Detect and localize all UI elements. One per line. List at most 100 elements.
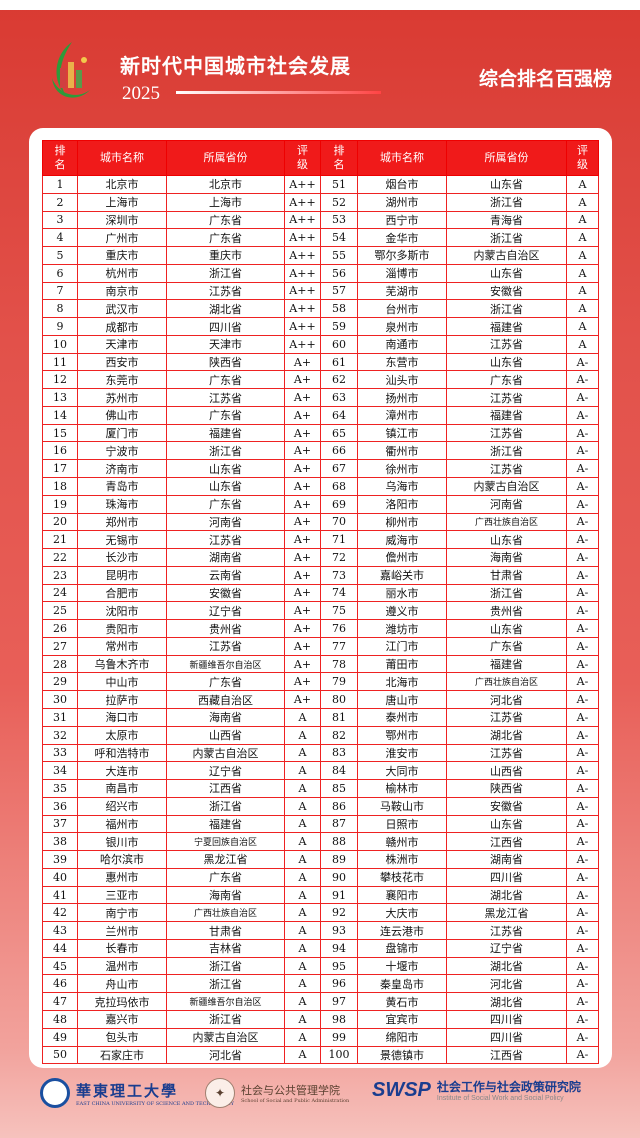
grade-cell: A++ — [284, 175, 321, 194]
grade-cell: A — [284, 725, 321, 745]
city-cell: 石家庄市 — [77, 1045, 167, 1065]
grade-cell: A — [284, 992, 321, 1011]
city-cell: 广州市 — [77, 228, 167, 248]
rank-cell: 1 — [42, 175, 78, 194]
grade-cell: A+ — [284, 441, 321, 461]
column-header: 城市名称 — [357, 140, 447, 176]
city-cell: 鄂州市 — [357, 725, 447, 745]
province-cell: 广东省 — [446, 370, 567, 390]
province-cell: 黑龙江省 — [446, 903, 567, 923]
city-cell: 拉萨市 — [77, 690, 167, 709]
city-cell: 台州市 — [357, 299, 447, 319]
city-cell: 温州市 — [77, 956, 167, 976]
city-cell: 厦门市 — [77, 423, 167, 443]
column-header: 所属省份 — [446, 140, 567, 176]
province-cell: 海南省 — [166, 707, 285, 727]
grade-cell: A- — [566, 796, 599, 816]
table-row: 45 温州市 浙江省 A 95 十堰市 湖北省 A- — [42, 956, 599, 976]
province-cell: 河北省 — [166, 1045, 285, 1065]
table-row: 33 呼和浩特市 内蒙古自治区 A 83 淮安市 江苏省 A- — [42, 743, 599, 763]
swsp-logo: SWSP — [372, 1078, 431, 1101]
grade-cell: A- — [566, 974, 599, 994]
city-cell: 大连市 — [77, 761, 167, 781]
province-cell: 黑龙江省 — [166, 850, 285, 869]
city-cell: 东莞市 — [77, 370, 167, 390]
city-cell: 太原市 — [77, 725, 167, 745]
grade-cell: A- — [566, 761, 599, 781]
rank-cell: 53 — [320, 210, 358, 230]
province-cell: 福建省 — [446, 654, 567, 674]
grade-cell: A+ — [284, 672, 321, 692]
rank-cell: 80 — [320, 690, 358, 709]
city-cell: 镇江市 — [357, 423, 447, 443]
rank-cell: 29 — [42, 672, 78, 692]
province-cell: 江苏省 — [446, 388, 567, 407]
rank-cell: 74 — [320, 583, 358, 603]
rank-cell: 38 — [42, 832, 78, 852]
province-cell: 宁夏回族自治区 — [166, 832, 285, 852]
rank-cell: 21 — [42, 530, 78, 550]
grade-cell: A- — [566, 938, 599, 958]
city-cell: 鄂尔多斯市 — [357, 246, 447, 265]
rank-cell: 99 — [320, 1027, 358, 1047]
province-cell: 福建省 — [446, 405, 567, 425]
city-cell: 银川市 — [77, 832, 167, 852]
table-row: 18 青岛市 山东省 A+ 68 乌海市 内蒙古自治区 A- — [42, 477, 599, 496]
table-row: 24 合肥市 安徽省 A+ 74 丽水市 浙江省 A- — [42, 583, 599, 603]
school-name: 社会与公共管理学院 — [241, 1084, 340, 1097]
rank-cell: 91 — [320, 885, 358, 905]
table-row: 30 拉萨市 西藏自治区 A+ 80 唐山市 河北省 A- — [42, 690, 599, 709]
province-cell: 山东省 — [166, 459, 285, 479]
province-cell: 江西省 — [166, 779, 285, 798]
rank-cell: 79 — [320, 672, 358, 692]
rank-cell: 67 — [320, 459, 358, 479]
ranking-table: 排 名城市名称 所属省份评 级排 名城市名称 所属省份评 级 1 北京市 北京市 A++ 5… — [42, 140, 599, 1065]
table-row: 2 上海市 上海市 A++ 52 湖州市 浙江省 A — [42, 192, 599, 212]
rank-cell: 28 — [42, 654, 78, 674]
city-cell: 长沙市 — [77, 548, 167, 567]
table-row: 28 乌鲁木齐市 新疆维吾尔自治区 A+ 78 莆田市 福建省 A- — [42, 654, 599, 674]
grade-cell: A — [284, 761, 321, 781]
city-cell: 盘锦市 — [357, 938, 447, 958]
province-cell: 广东省 — [166, 405, 285, 425]
province-cell: 新疆维吾尔自治区 — [166, 654, 285, 674]
province-cell: 河北省 — [446, 974, 567, 994]
rank-cell: 32 — [42, 725, 78, 745]
grade-cell: A+ — [284, 601, 321, 621]
rank-cell: 68 — [320, 477, 358, 496]
grade-cell: A — [284, 903, 321, 923]
grade-cell: A- — [566, 672, 599, 692]
rank-cell: 95 — [320, 956, 358, 976]
table-row: 39 哈尔滨市 黑龙江省 A 89 株洲市 湖南省 A- — [42, 850, 599, 869]
province-cell: 浙江省 — [166, 974, 285, 994]
city-cell: 汕头市 — [357, 370, 447, 390]
rank-cell: 47 — [42, 992, 78, 1011]
grade-cell: A- — [566, 850, 599, 869]
city-cell: 儋州市 — [357, 548, 447, 567]
table-row: 26 贵阳市 贵州省 A+ 76 潍坊市 山东省 A- — [42, 619, 599, 638]
rank-cell: 100 — [320, 1045, 358, 1065]
province-cell: 浙江省 — [166, 441, 285, 461]
table-row: 47 克拉玛依市 新疆维吾尔自治区 A 97 黄石市 湖北省 A- — [42, 992, 599, 1011]
province-cell: 安徽省 — [446, 281, 567, 301]
province-cell: 山东省 — [446, 619, 567, 638]
rank-cell: 19 — [42, 494, 78, 514]
rank-cell: 98 — [320, 1009, 358, 1029]
city-cell: 连云港市 — [357, 921, 447, 940]
grade-cell: A- — [566, 636, 599, 656]
rank-cell: 55 — [320, 246, 358, 265]
city-cell: 徐州市 — [357, 459, 447, 479]
grade-cell: A — [284, 707, 321, 727]
province-cell: 福建省 — [166, 814, 285, 834]
grade-cell: A — [566, 263, 599, 283]
table-row: 15 厦门市 福建省 A+ 65 镇江市 江苏省 A- — [42, 423, 599, 443]
rank-cell: 82 — [320, 725, 358, 745]
rank-cell: 14 — [42, 405, 78, 425]
table-row: 13 苏州市 江苏省 A+ 63 扬州市 江苏省 A- — [42, 388, 599, 407]
province-cell: 甘肃省 — [446, 565, 567, 585]
province-cell: 上海市 — [166, 192, 285, 212]
rank-cell: 40 — [42, 867, 78, 887]
table-row: 40 惠州市 广东省 A 90 攀枝花市 四川省 A- — [42, 867, 599, 887]
table-row: 34 大连市 辽宁省 A 84 大同市 山西省 A- — [42, 761, 599, 781]
province-cell: 四川省 — [446, 1027, 567, 1047]
